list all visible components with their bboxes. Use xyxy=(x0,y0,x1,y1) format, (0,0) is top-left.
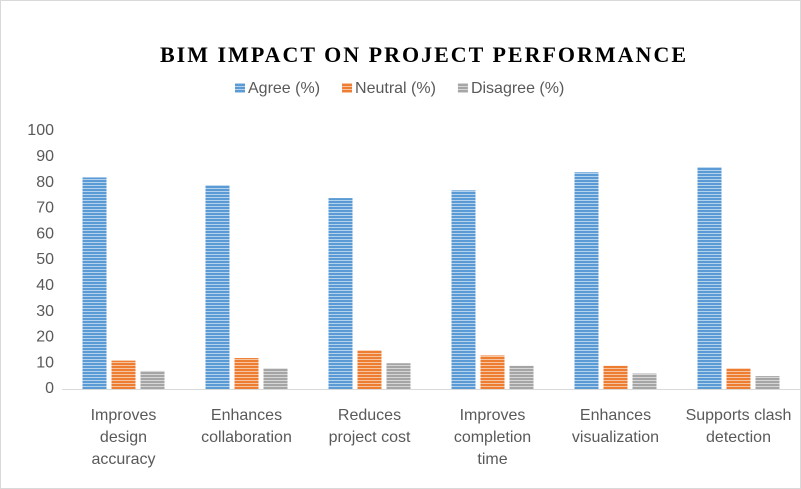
x-tick-label: Improves design accuracy xyxy=(90,407,157,468)
legend-label: Agree (%) xyxy=(248,80,320,97)
x-tick-label: Enhances collaboration xyxy=(201,407,292,446)
y-tick-label: 30 xyxy=(36,303,54,320)
y-tick-label: 80 xyxy=(36,174,54,191)
x-tick-label: Supports clash detection xyxy=(685,407,792,446)
x-tick-label: Reduces project cost xyxy=(328,407,411,446)
y-tick-label: 20 xyxy=(36,329,54,346)
bar xyxy=(697,167,722,389)
y-tick-label: 70 xyxy=(36,200,54,217)
y-tick-label: 60 xyxy=(36,225,54,242)
legend-swatch xyxy=(342,83,353,93)
bar xyxy=(328,198,353,389)
y-tick-label: 90 xyxy=(36,148,54,165)
y-tick-label: 40 xyxy=(36,277,54,294)
bar xyxy=(632,373,657,389)
bar xyxy=(205,185,230,389)
bar xyxy=(357,350,382,389)
bar xyxy=(726,368,751,389)
bar xyxy=(480,355,505,389)
legend-swatch xyxy=(457,83,468,93)
bar xyxy=(111,360,136,389)
bar xyxy=(263,368,288,389)
bar xyxy=(509,365,534,389)
legend-label: Disagree (%) xyxy=(471,80,564,97)
bar xyxy=(451,190,476,389)
y-tick-label: 50 xyxy=(36,251,54,268)
chart-title: BIM IMPACT ON PROJECT PERFORMANCE xyxy=(160,42,688,67)
legend-label: Neutral (%) xyxy=(355,80,436,97)
bar xyxy=(140,370,165,389)
y-tick-label: 10 xyxy=(36,354,54,371)
bar xyxy=(386,363,411,389)
bar xyxy=(755,376,780,389)
bar xyxy=(603,365,628,389)
y-tick-label: 0 xyxy=(45,380,54,397)
bar xyxy=(82,177,107,389)
y-tick-label: 100 xyxy=(27,122,54,139)
bar xyxy=(574,172,599,389)
x-tick-label: Enhances visualization xyxy=(571,407,660,446)
legend-swatch xyxy=(235,83,245,93)
x-tick-label: Improves completion time xyxy=(453,407,532,468)
bar xyxy=(234,358,259,389)
